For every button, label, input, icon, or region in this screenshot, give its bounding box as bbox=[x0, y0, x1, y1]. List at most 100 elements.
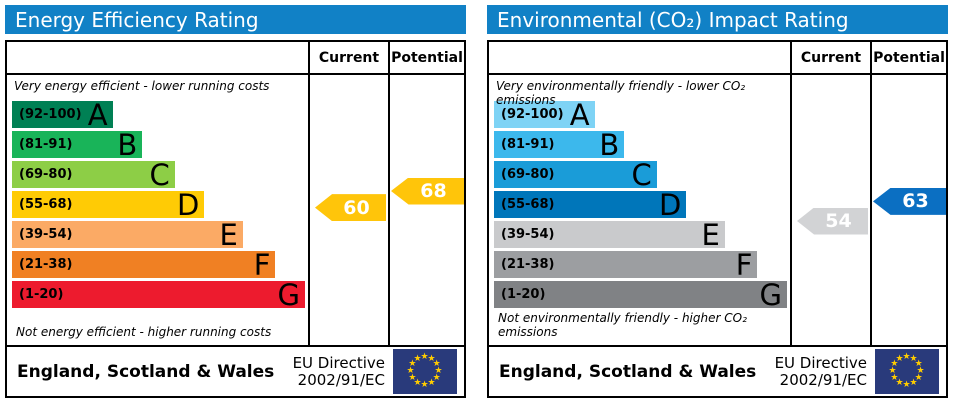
potential-arrow: 68 bbox=[391, 177, 464, 205]
band-range-label: (39-54) bbox=[19, 227, 73, 242]
potential-column-header: Potential bbox=[388, 42, 464, 75]
band-g: (1-20) G bbox=[494, 277, 788, 312]
eu-flag-star: ★ bbox=[909, 353, 918, 364]
bands: (92-100) A (81-91) B (69-80) C (55-68) D (39-54)… bbox=[494, 97, 790, 312]
potential-column-header: Potential bbox=[870, 42, 946, 75]
eu-flag-star: ★ bbox=[432, 373, 441, 383]
table-corner-cell bbox=[7, 42, 308, 75]
band-g: (1-20) G bbox=[12, 277, 306, 312]
band-grade-letter: D bbox=[659, 187, 682, 222]
band-range-label: (21-38) bbox=[19, 257, 73, 272]
band-f: (21-38) F bbox=[12, 247, 276, 282]
current-column-header: Current bbox=[790, 42, 870, 75]
band-b: (81-91) B bbox=[494, 127, 625, 162]
eu-directive-line2: 2002/91/EC bbox=[779, 370, 867, 389]
eu-flag-star: ★ bbox=[890, 373, 899, 383]
current-column-header: Current bbox=[308, 42, 388, 75]
eu-directive-label: EU Directive 2002/91/EC bbox=[774, 353, 867, 389]
energy-efficiency-title: Energy Efficiency Rating bbox=[5, 5, 466, 34]
band-range-label: (81-91) bbox=[19, 137, 73, 152]
energy-efficiency-table: Current Potential Very energy efficient … bbox=[5, 40, 466, 398]
eu-flag-star: ★ bbox=[902, 352, 911, 362]
band-grade-letter: E bbox=[219, 217, 238, 252]
band-range-label: (1-20) bbox=[501, 287, 546, 302]
eu-flag: ★ ★ ★ ★ ★ ★ ★ ★ ★ ★ ★ ★ bbox=[875, 349, 939, 394]
band-grade-letter: A bbox=[87, 97, 108, 132]
band-grade-letter: D bbox=[177, 187, 200, 222]
eu-flag-star: ★ bbox=[427, 378, 436, 389]
eu-flag-star: ★ bbox=[420, 380, 429, 390]
band-grade-letter: B bbox=[117, 127, 138, 162]
band-grade-letter: A bbox=[569, 97, 590, 132]
environmental-impact-table: Current Potential Very environmentally f… bbox=[487, 40, 948, 398]
band-range-label: (69-80) bbox=[501, 167, 555, 182]
band-d: (55-68) D bbox=[494, 187, 687, 222]
band-grade-letter: G bbox=[759, 277, 783, 312]
eu-flag-star: ★ bbox=[434, 366, 443, 376]
eu-flag-star: ★ bbox=[420, 352, 429, 362]
current-arrow: 60 bbox=[315, 194, 386, 222]
band-range-label: (21-38) bbox=[501, 257, 555, 272]
eu-flag-star: ★ bbox=[895, 378, 904, 389]
eu-flag-star: ★ bbox=[895, 353, 904, 364]
rating-bands-cell: Very energy efficient - lower running co… bbox=[7, 75, 308, 345]
eu-flag-star: ★ bbox=[408, 359, 417, 369]
region-label: England, Scotland & Wales bbox=[17, 361, 275, 382]
bands: (92-100) A (81-91) B (69-80) C (55-68) D (39-54)… bbox=[12, 97, 308, 312]
current-arrow: 54 bbox=[797, 207, 868, 235]
eu-flag-star: ★ bbox=[914, 359, 923, 369]
eu-flag-star: ★ bbox=[413, 353, 422, 364]
eu-directive-line1: EU Directive bbox=[774, 353, 867, 372]
band-grade-letter: B bbox=[599, 127, 620, 162]
band-c: (69-80) C bbox=[12, 157, 175, 192]
eu-flag-star: ★ bbox=[427, 353, 436, 364]
band-grade-letter: C bbox=[631, 157, 652, 192]
band-grade-letter: F bbox=[735, 247, 753, 282]
band-b: (81-91) B bbox=[12, 127, 143, 162]
band-d: (55-68) D bbox=[12, 187, 205, 222]
band-range-label: (55-68) bbox=[501, 197, 555, 212]
band-grade-letter: C bbox=[149, 157, 170, 192]
band-grade-letter: F bbox=[253, 247, 271, 282]
current-value-column: 54 bbox=[790, 75, 870, 345]
eu-flag-star: ★ bbox=[914, 373, 923, 383]
bottom-note: Not environmentally friendly - higher CO… bbox=[498, 311, 747, 339]
band-f: (21-38) F bbox=[494, 247, 758, 282]
eu-flag: ★ ★ ★ ★ ★ ★ ★ ★ ★ ★ ★ ★ bbox=[393, 349, 457, 394]
band-range-label: (1-20) bbox=[19, 287, 64, 302]
eu-flag-star: ★ bbox=[888, 366, 897, 376]
band-range-label: (81-91) bbox=[501, 137, 555, 152]
eu-directive-label: EU Directive 2002/91/EC bbox=[293, 354, 385, 389]
table-corner-cell bbox=[489, 42, 790, 75]
environmental-impact-title: Environmental (CO₂) Impact Rating bbox=[487, 5, 948, 34]
eu-flag-star: ★ bbox=[432, 359, 441, 369]
eu-flag-star: ★ bbox=[413, 378, 422, 389]
region-label: England, Scotland & Wales bbox=[499, 361, 757, 382]
band-c: (69-80) C bbox=[494, 157, 657, 192]
potential-value-column: 63 bbox=[870, 75, 946, 345]
band-range-label: (92-100) bbox=[19, 107, 82, 122]
band-a: (92-100) A bbox=[12, 97, 113, 132]
band-grade-letter: E bbox=[701, 217, 720, 252]
eu-flag-star: ★ bbox=[890, 359, 899, 369]
footer: England, Scotland & Wales EU Directive 2… bbox=[7, 345, 464, 396]
eu-flag-star: ★ bbox=[916, 366, 925, 376]
band-range-label: (39-54) bbox=[501, 227, 555, 242]
band-grade-letter: G bbox=[277, 277, 301, 312]
current-value-column: 60 bbox=[308, 75, 388, 345]
environmental-impact-panel: Environmental (CO₂) Impact Rating Curren… bbox=[487, 5, 948, 398]
band-range-label: (55-68) bbox=[19, 197, 73, 212]
eu-flag-star: ★ bbox=[406, 366, 415, 376]
energy-efficiency-panel: Energy Efficiency Rating Current Potenti… bbox=[5, 5, 466, 398]
eu-directive-line2: 2002/91/EC bbox=[297, 370, 385, 389]
band-a: (92-100) A bbox=[494, 97, 595, 132]
potential-arrow: 63 bbox=[873, 187, 946, 215]
band-range-label: (69-80) bbox=[19, 167, 73, 182]
top-note: Very environmentally friendly - lower CO… bbox=[496, 79, 746, 107]
bottom-note: Not energy efficient - higher running co… bbox=[16, 325, 272, 339]
eu-flag-star: ★ bbox=[909, 378, 918, 389]
eu-flag-star: ★ bbox=[902, 380, 911, 390]
footer: England, Scotland & Wales EU Directive 2… bbox=[489, 345, 946, 396]
top-note: Very energy efficient - lower running co… bbox=[14, 79, 270, 93]
